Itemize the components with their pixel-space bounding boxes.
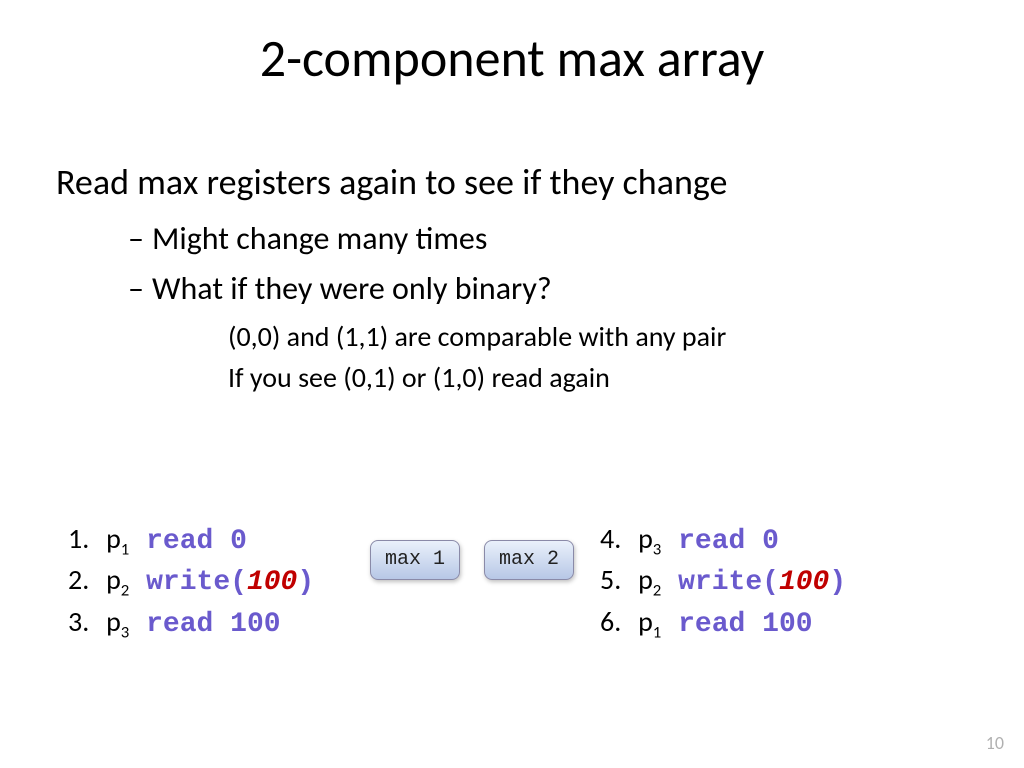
- slide: 2-component max array Read max registers…: [0, 0, 1024, 768]
- right-line-2: 5. p2 write(100): [600, 561, 920, 602]
- max-box-2: max 2: [484, 540, 574, 580]
- sub-item-1: –What if they were only binary?: [128, 269, 966, 309]
- right-column: 4. p3 read 0 5. p2 write(100) 6. p1 read…: [600, 520, 920, 644]
- lead-line: Read max registers again to see if they …: [56, 160, 966, 205]
- max-box-1: max 1: [370, 540, 460, 580]
- max-boxes: max 1 max 2: [370, 540, 574, 580]
- page-number: 10: [986, 732, 1004, 754]
- subsub-0: (0,0) and (1,1) are comparable with any …: [228, 319, 966, 354]
- subsub-1: If you see (0,1) or (1,0) read again: [228, 360, 966, 395]
- left-line-3: 3. p3 read 100: [68, 603, 368, 644]
- right-line-3: 6. p1 read 100: [600, 603, 920, 644]
- left-line-2: 2. p2 write(100): [68, 561, 368, 602]
- sub-item-0: –Might change many times: [128, 219, 966, 259]
- sub-sub-list: (0,0) and (1,1) are comparable with any …: [228, 319, 966, 395]
- slide-title: 2-component max array: [0, 26, 1024, 90]
- left-column: 1. p1 read 0 2. p2 write(100) 3. p3 read…: [68, 520, 368, 644]
- slide-body: Read max registers again to see if they …: [56, 160, 966, 395]
- right-line-1: 4. p3 read 0: [600, 520, 920, 561]
- sub-list: –Might change many times –What if they w…: [128, 219, 966, 395]
- left-line-1: 1. p1 read 0: [68, 520, 368, 561]
